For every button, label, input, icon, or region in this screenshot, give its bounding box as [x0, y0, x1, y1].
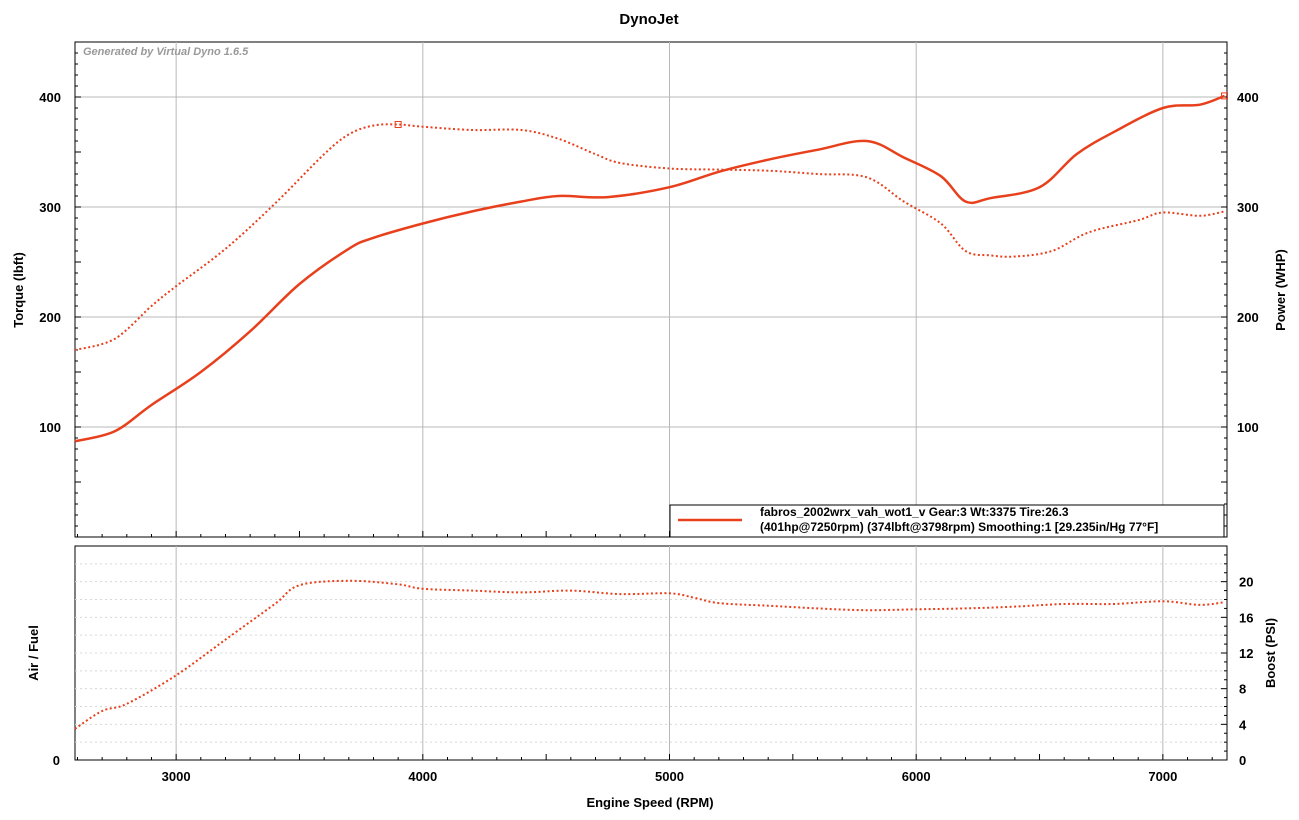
legend-text-line2: (401hp@7250rpm) (374lbft@3798rpm) Smooth…: [760, 520, 1158, 534]
rpm-tick-label: 7000: [1148, 769, 1177, 784]
boost-tick-label: 8: [1239, 682, 1246, 697]
power-tick-label: 200: [1237, 310, 1259, 325]
top-series-group: [74, 92, 1229, 443]
torque-axis-label: Torque (lbft): [11, 252, 26, 328]
torque-peak-marker: [394, 121, 402, 128]
power-peak-marker: [1221, 92, 1229, 100]
legend-text-line1: fabros_2002wrx_vah_wot1_v Gear:3 Wt:3375…: [760, 505, 1069, 519]
power-axis-label: Power (WHP): [1273, 249, 1288, 331]
air-fuel-axis-label: Air / Fuel: [26, 625, 41, 681]
rpm-tick-label: 3000: [162, 769, 191, 784]
boost-tick-label: 12: [1239, 646, 1253, 661]
torque-tick-label: 300: [39, 200, 61, 215]
top-grid: [75, 42, 1227, 537]
torque-tick-label: 100: [39, 420, 61, 435]
rpm-tick-label: 4000: [408, 769, 437, 784]
top-panel: 100 200 300 400 100 200 300 400 Generated by Vi…: [11, 41, 1288, 538]
top-axis-ticks: 100 200 300 400 100 200 300 400: [39, 52, 1259, 537]
boost-tick-label: 4: [1239, 717, 1247, 732]
legend-box: [669, 504, 1225, 538]
legend: fabros_2002wrx_vah_wot1_v Gear:3 Wt:3375…: [669, 504, 1225, 538]
bottom-axis-ticks: 0 4 8 12 16 20: [76, 554, 1253, 768]
chart-title: DynoJet: [619, 11, 678, 28]
bottom-panel: 0 4 8 12 16 20 Air / Fuel Boost (PSI) 0 3000 4…: [26, 545, 1278, 810]
torque-tick-label: 200: [39, 310, 61, 325]
x-tick-labels: 3000 4000 5000 6000 7000: [162, 769, 1178, 784]
rpm-tick-label: 5000: [655, 769, 684, 784]
boost-axis-label: Boost (PSI): [1263, 618, 1278, 688]
top-panel-frame: [74, 41, 1228, 538]
boost-series-line: [74, 579, 1225, 730]
air-fuel-zero-tick-label: 0: [53, 753, 60, 768]
x-axis-label: Engine Speed (RPM): [586, 795, 713, 810]
boost-tick-label: 20: [1239, 575, 1253, 590]
torque-tick-label: 400: [39, 90, 61, 105]
boost-tick-label: 16: [1239, 610, 1253, 625]
power-tick-label: 300: [1237, 200, 1259, 215]
torque-series-line: [74, 123, 1225, 351]
watermark: Generated by Virtual Dyno 1.6.5: [83, 46, 249, 58]
power-tick-label: 100: [1237, 420, 1259, 435]
rpm-tick-label: 6000: [902, 769, 931, 784]
boost-tick-label: 0: [1239, 753, 1246, 768]
bottom-grid: [75, 546, 1227, 760]
power-series-line: [74, 94, 1225, 443]
bottom-series-group: [74, 579, 1225, 730]
power-tick-label: 400: [1237, 90, 1259, 105]
